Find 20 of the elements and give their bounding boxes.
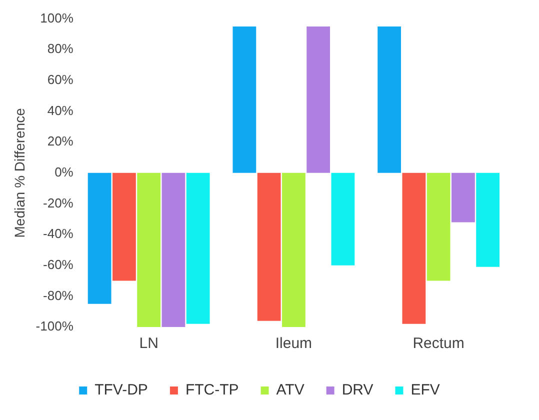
y-axis-title: Median % Difference	[11, 108, 28, 238]
y-tick-label: -80%	[43, 288, 74, 303]
y-tick-label: 0%	[54, 164, 74, 180]
y-tick-label: -100%	[36, 318, 74, 334]
legend-label: ATV	[276, 382, 304, 399]
legend-label: FTC-TP	[185, 382, 239, 399]
legend-label: DRV	[342, 382, 374, 399]
y-tick-label: 60%	[47, 72, 74, 88]
legend-label: EFV	[410, 382, 440, 399]
x-tick-label: LN	[139, 335, 158, 352]
x-tick-label: Rectum	[412, 335, 464, 352]
y-tick-label: 20%	[47, 134, 74, 149]
legend-label: TFV-DP	[94, 382, 148, 399]
x-tick-label: Ileum	[275, 335, 312, 352]
y-tick-label: 80%	[47, 41, 74, 56]
y-tick-label: -40%	[43, 226, 74, 242]
y-tick-label: -20%	[43, 195, 74, 210]
y-tick-label: -60%	[43, 256, 74, 272]
y-tick-label: 100%	[40, 10, 74, 26]
y-tick-label: 40%	[47, 102, 74, 118]
